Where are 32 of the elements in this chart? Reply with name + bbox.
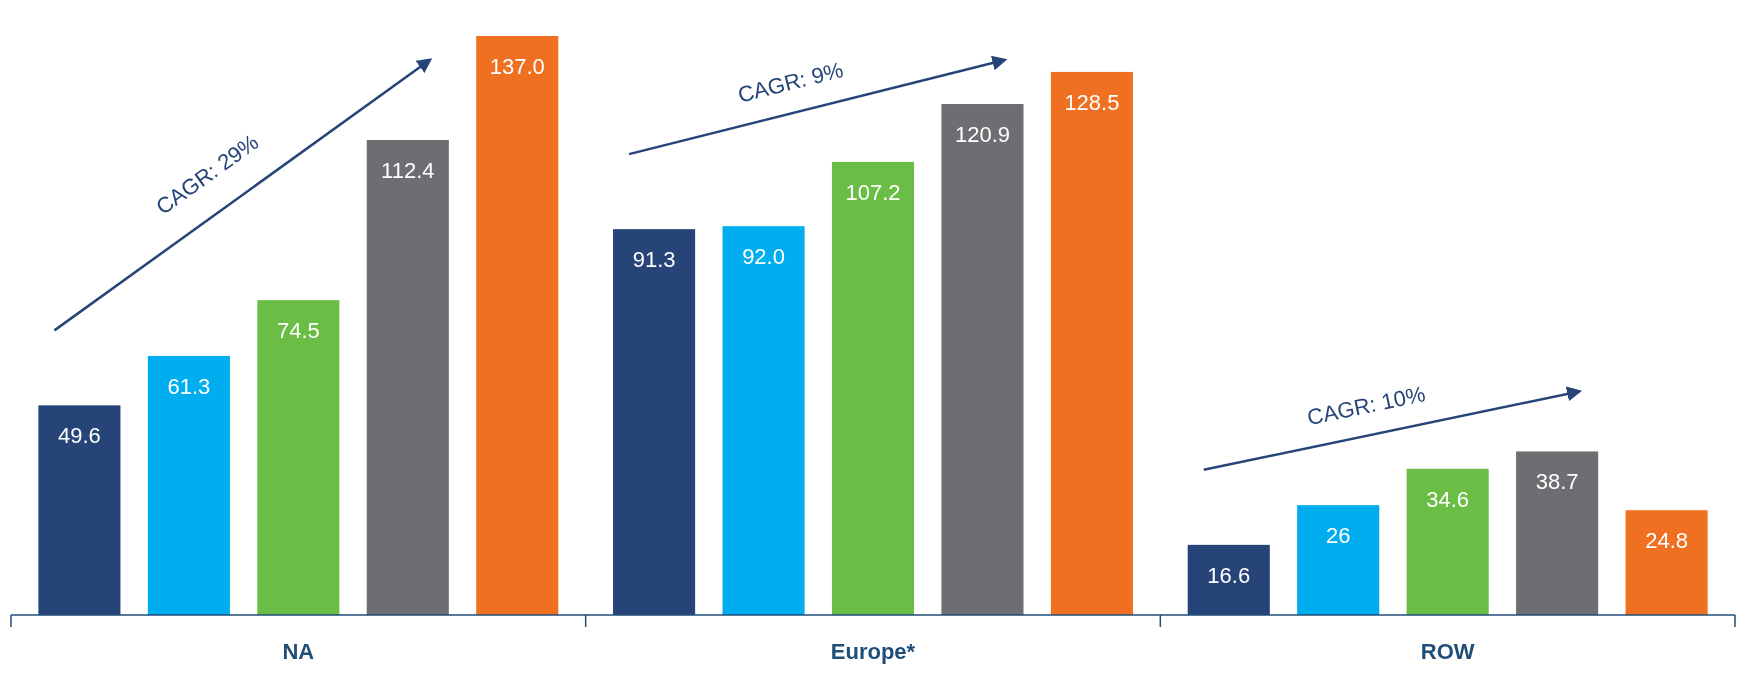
data-label: 107.2 [845, 179, 901, 205]
data-label: 16.6 [1207, 562, 1251, 588]
data-label: 128.5 [1064, 89, 1120, 115]
data-label: 24.8 [1645, 528, 1688, 554]
data-label: 26 [1325, 523, 1351, 549]
bar [366, 139, 449, 615]
data-label: 112.4 [381, 157, 435, 183]
data-label: 74.5 [276, 318, 320, 344]
bar [476, 36, 559, 615]
annotation: CAGR: 10% [1305, 381, 1428, 431]
data-label: 49.6 [58, 423, 101, 449]
data-label: 137.0 [489, 54, 545, 79]
bar [1625, 510, 1708, 615]
data-label: 38.7 [1535, 469, 1579, 495]
bar [147, 355, 230, 615]
bar [941, 104, 1024, 615]
bar [1297, 505, 1380, 615]
bar [1050, 71, 1133, 615]
bar [831, 161, 915, 615]
data-label: 120.9 [954, 122, 1010, 148]
data-label: 91.3 [632, 247, 676, 273]
data-label: 34.6 [1426, 486, 1470, 512]
data-label: 92.0 [742, 244, 785, 270]
annotation: CAGR: 9% [735, 57, 846, 108]
x-tick-label: NA [282, 639, 315, 664]
data-label: 61.3 [167, 373, 211, 399]
bar [722, 226, 805, 615]
bar [1516, 451, 1599, 615]
bar [257, 300, 340, 615]
x-tick-label: Europe* [830, 639, 916, 664]
bar [1406, 468, 1489, 615]
x-tick-label: ROW [1420, 639, 1475, 664]
